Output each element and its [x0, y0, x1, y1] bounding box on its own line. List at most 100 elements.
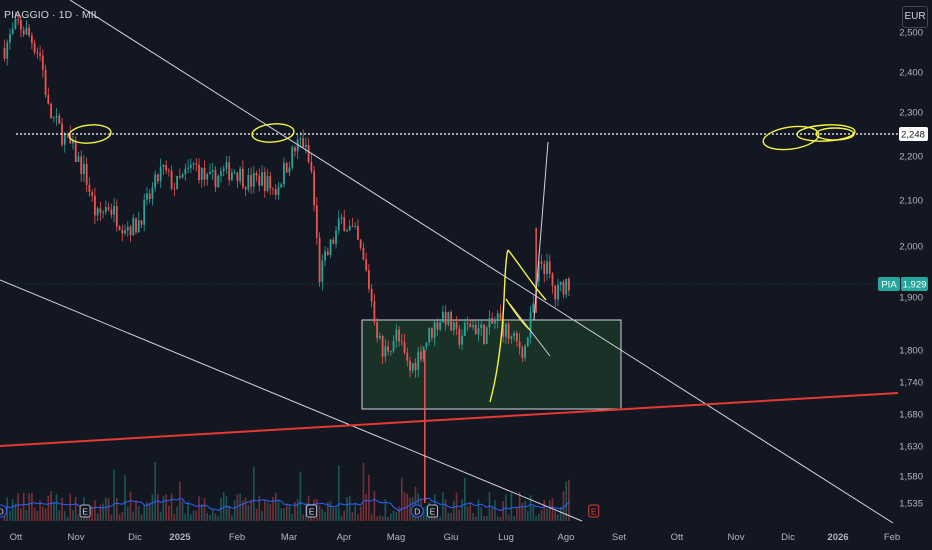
- volume-bar: [266, 502, 269, 521]
- volume-bar: [53, 501, 55, 521]
- y-tick-label: 1,680: [899, 410, 923, 421]
- volume-bar: [222, 491, 225, 521]
- candle-body: [428, 328, 431, 343]
- volume-bar: [110, 515, 113, 521]
- volume-bar: [340, 515, 343, 521]
- candle-body: [236, 172, 239, 182]
- volume-bar: [384, 499, 387, 521]
- volume-bar: [461, 499, 463, 521]
- volume-bar: [190, 514, 192, 521]
- volume-bar: [214, 513, 217, 521]
- volume-bar: [272, 496, 274, 521]
- volume-bar: [559, 506, 562, 521]
- candle-body: [94, 195, 96, 216]
- earnings-marker[interactable]: [306, 504, 318, 518]
- descending-trendline-lower[interactable]: [0, 279, 583, 522]
- volume-bar: [50, 491, 52, 521]
- volume-bar: [39, 500, 41, 521]
- x-tick-label: Ott: [10, 532, 23, 543]
- candle-body: [398, 329, 400, 342]
- volume-bar: [135, 500, 137, 521]
- volume-bar: [288, 505, 291, 521]
- candle-body: [474, 324, 477, 335]
- volume-bar: [203, 498, 206, 521]
- descending-trendline-upper[interactable]: [69, 0, 894, 524]
- volume-bar: [365, 493, 367, 521]
- volume-bar: [236, 494, 239, 521]
- y-tick-label: 2,000: [899, 242, 923, 253]
- candle-body: [72, 140, 74, 144]
- volume-bar: [181, 500, 184, 521]
- candle-body: [269, 176, 272, 189]
- earnings-marker[interactable]: [79, 504, 91, 518]
- candle-body: [162, 164, 165, 167]
- volume-bar: [548, 500, 551, 521]
- candle-body: [159, 166, 162, 182]
- candle-body: [140, 220, 143, 225]
- volume-bar: [9, 510, 11, 521]
- x-tick-label: Nov: [68, 532, 85, 543]
- volume-bar: [200, 503, 203, 521]
- volume-bar: [80, 516, 83, 521]
- x-tick-label: Nov: [728, 532, 745, 543]
- annotation-circle-right-1: [762, 125, 820, 151]
- hand-drawn-annotations: [68, 123, 856, 403]
- candle-body: [148, 193, 151, 199]
- earnings-marker[interactable]: [588, 504, 600, 518]
- volume-bar: [11, 499, 14, 521]
- volume-bar: [184, 513, 187, 521]
- level-price-text: 2,248: [901, 130, 925, 141]
- volume-bar: [217, 515, 220, 521]
- candle-body: [505, 323, 507, 337]
- candle-body: [472, 324, 474, 328]
- volume-bar: [510, 492, 513, 521]
- candle-body: [359, 239, 362, 248]
- earnings-marker[interactable]: [427, 504, 438, 518]
- volume-bar: [116, 498, 118, 521]
- volume-bar: [527, 510, 529, 521]
- candle-body: [537, 261, 540, 282]
- candle-body: [521, 347, 524, 358]
- candle-body: [510, 336, 513, 339]
- y-tick-label: 2,100: [899, 196, 923, 207]
- candle-body: [151, 187, 154, 199]
- candle-body: [181, 174, 184, 178]
- volume-bar: [96, 513, 99, 521]
- volume-bar: [209, 514, 211, 521]
- volume-bar: [162, 496, 165, 521]
- volume-bar: [381, 516, 384, 521]
- candle-body: [299, 138, 302, 140]
- candle-body: [184, 168, 187, 175]
- volume-bar: [277, 500, 280, 521]
- candle-body: [17, 19, 20, 21]
- dividend-marker[interactable]: [0, 504, 8, 518]
- x-tick-label: Set: [612, 532, 627, 543]
- volume-bar: [502, 500, 504, 521]
- projection-line[interactable]: [533, 141, 549, 321]
- volume-bar: [55, 493, 58, 521]
- currency-button[interactable]: EUR: [902, 6, 928, 28]
- volume-bar: [247, 505, 250, 521]
- candle-body: [129, 226, 132, 236]
- volume-bar: [132, 511, 135, 521]
- volume-bar: [343, 510, 346, 521]
- candle-body: [74, 140, 77, 162]
- volume-bar: [36, 510, 39, 521]
- candle-body: [447, 311, 450, 325]
- volume-bar: [483, 516, 485, 521]
- x-tick-label: Mag: [387, 532, 405, 543]
- candle-body: [340, 217, 343, 219]
- candle-body: [121, 229, 124, 234]
- volume-bar: [274, 492, 277, 521]
- dividend-marker[interactable]: [410, 504, 424, 518]
- candle-body: [532, 303, 535, 313]
- candle-body: [409, 360, 411, 371]
- candle-body: [452, 322, 455, 331]
- candle-body: [200, 167, 203, 181]
- volume-bar: [442, 492, 444, 521]
- ascending-support-line[interactable]: [0, 392, 899, 447]
- candle-body: [102, 211, 105, 213]
- candle-body: [315, 205, 318, 238]
